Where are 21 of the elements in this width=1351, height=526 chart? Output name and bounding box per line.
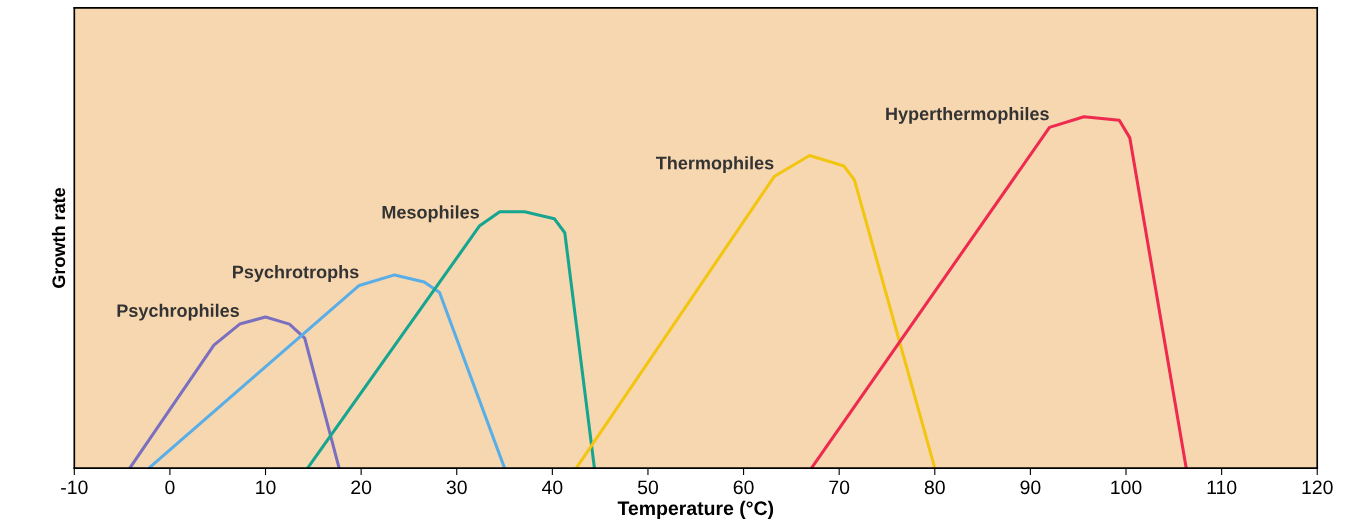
series-label: Hyperthermophiles <box>886 107 1049 124</box>
x-axis-title: Temperature (°C) <box>617 500 774 519</box>
x-tick-label: 80 <box>924 480 945 495</box>
x-tick-label: 120 <box>1302 480 1333 495</box>
series-label: Psychrophiles <box>117 303 239 321</box>
x-tick-label: 30 <box>446 480 467 495</box>
x-tick-label: -10 <box>61 480 88 495</box>
y-axis-title: Growth rate <box>51 187 66 288</box>
x-tick-label: 10 <box>256 480 276 495</box>
x-tick-label: 20 <box>351 480 372 495</box>
x-tick-label: 70 <box>829 480 850 495</box>
x-tick-label: 100 <box>1111 480 1142 495</box>
x-tick-label: 40 <box>541 480 563 495</box>
series-label: Mesophiles <box>382 205 479 223</box>
x-tick-label: 90 <box>1020 480 1041 495</box>
series-label: Thermophiles <box>655 156 774 174</box>
x-tick-label: 110 <box>1207 480 1237 495</box>
x-tick-label: 0 <box>165 480 175 495</box>
x-tick-label: 60 <box>733 480 754 495</box>
series-label: Psychrotrophs <box>233 265 359 282</box>
x-tick-label: 50 <box>637 480 659 495</box>
